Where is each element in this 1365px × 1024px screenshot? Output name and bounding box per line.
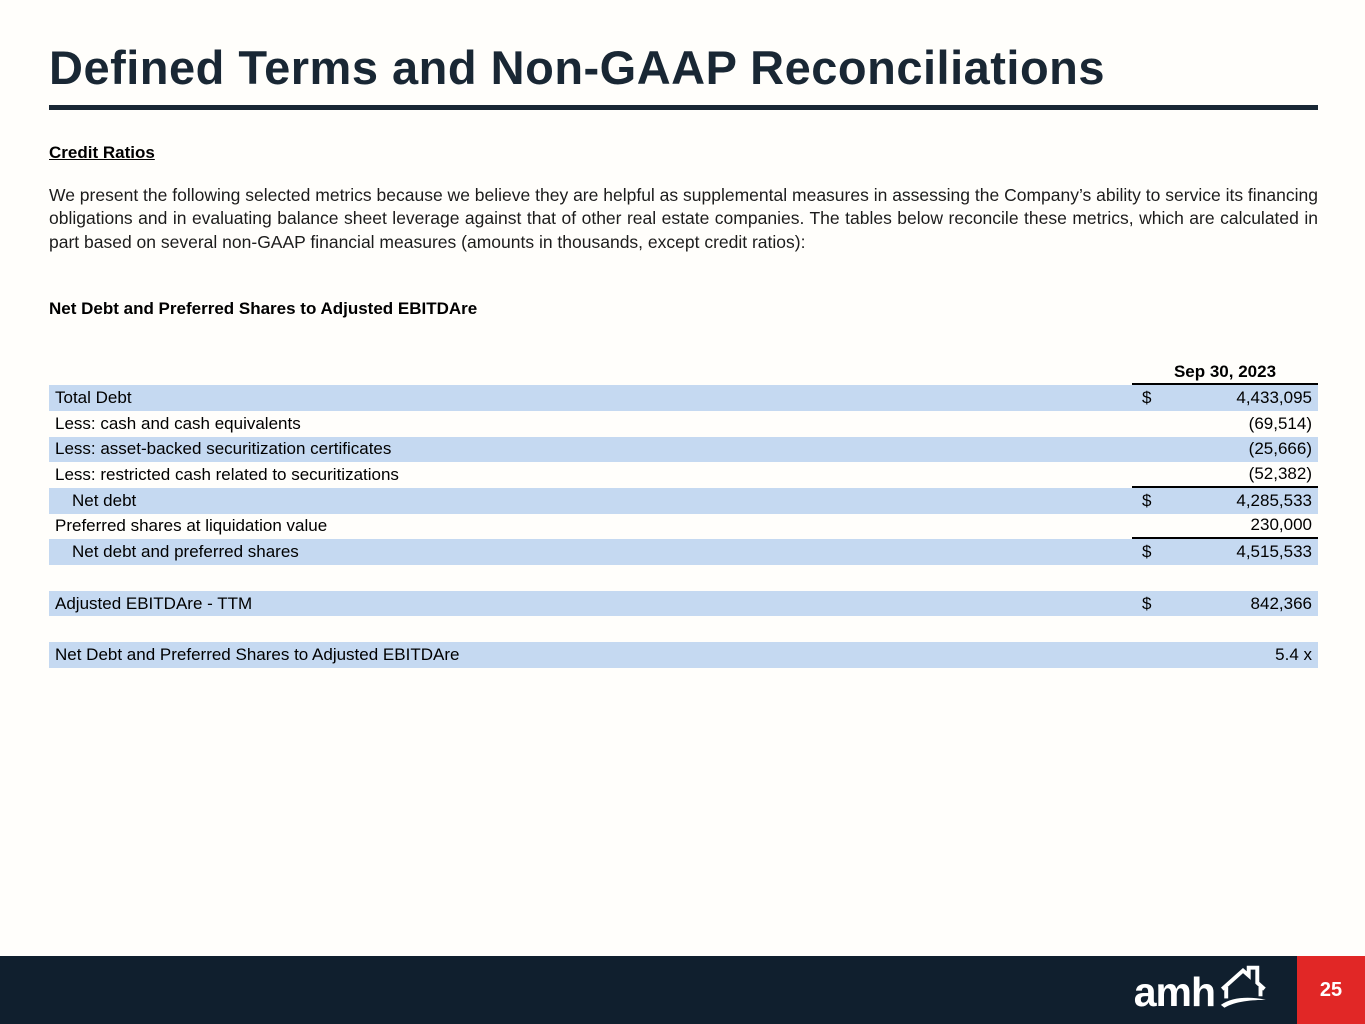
row-value-cell: (52,382) [1132,462,1318,488]
row-value-cell: (69,514) [1132,411,1318,437]
row-label: Less: cash and cash equivalents [55,413,301,433]
row-label: Preferred shares at liquidation value [55,516,328,536]
row-value-cell: (25,666) [1132,437,1318,463]
page-number: 25 [1319,978,1343,1001]
row-value-cell: $842,366 [1132,591,1318,617]
table-spacer-row [49,565,1318,591]
title-divider [49,104,1318,110]
column-header-date: Sep 30, 2023 [1132,362,1318,386]
dollar-sign: $ [1142,542,1152,562]
row-value: (25,666) [1248,439,1312,459]
row-value-cell: 230,000 [1132,514,1318,540]
row-value: (69,514) [1248,413,1312,433]
footer-bar: amh 25 [0,956,1365,1024]
row-value-cell: 5.4 x [1132,642,1318,668]
row-value: (52,382) [1248,464,1312,484]
row-value: 230,000 [1250,515,1312,535]
row-label: Less: asset-backed securitization certif… [55,439,392,459]
row-value: 4,433,095 [1236,388,1312,408]
row-label: Net debt and preferred shares [72,542,299,562]
row-label: Total Debt [55,388,132,408]
table-row: Net debt $4,285,533 [49,487,1318,514]
row-label: Net debt [72,490,137,510]
row-label: Less: restricted cash related to securit… [55,465,399,485]
table-row: Less: cash and cash equivalents (69,514) [49,411,1318,437]
section-heading-credit-ratios: Credit Ratios [49,142,155,162]
amh-logo: amh [1134,956,1268,1024]
amh-logo-text: amh [1133,968,1216,1015]
table-row: Total Debt $4,433,095 [49,385,1318,411]
row-value: 4,515,533 [1236,542,1312,562]
row-value-cell: $4,285,533 [1132,488,1318,514]
row-value: 5.4 x [1275,644,1312,664]
table-row: Less: restricted cash related to securit… [49,462,1318,488]
row-value: 4,285,533 [1236,490,1312,510]
table-rows: Total Debt $4,433,095 Less: cash and cash … [49,385,1318,668]
slide-content: Defined Terms and Non-GAAP Reconciliatio… [49,41,1318,668]
table-row: Preferred shares at liquidation value 230… [49,514,1318,540]
table-row: Net debt and preferred shares $4,515,533 [49,539,1318,565]
table-title: Net Debt and Preferred Shares to Adjuste… [49,299,478,319]
page-title: Defined Terms and Non-GAAP Reconciliatio… [49,41,1106,94]
credit-ratios-table: Sep 30, 2023 Total Debt $4,433,095 Less: c… [49,361,1318,668]
dollar-sign: $ [1142,388,1152,408]
row-value-cell: $4,515,533 [1132,539,1318,565]
row-value-cell: $4,433,095 [1132,385,1318,411]
table-row: Less: asset-backed securitization certif… [49,436,1318,463]
table-row: Adjusted EBITDAre - TTM $842,366 [49,590,1318,617]
table-spacer-row [49,616,1318,642]
table-row: Net Debt and Preferred Shares to Adjuste… [49,642,1318,668]
amh-house-icon [1220,965,1266,1008]
row-value: 842,366 [1250,593,1312,613]
row-label: Adjusted EBITDAre - TTM [55,593,253,613]
dollar-sign: $ [1142,593,1152,613]
row-label: Net Debt and Preferred Shares to Adjuste… [55,644,460,664]
intro-paragraph: We present the following selected metric… [49,184,1318,252]
table-header-row: Sep 30, 2023 [49,361,1318,386]
page-number-badge: 25 [1297,956,1365,1024]
dollar-sign: $ [1142,490,1152,510]
